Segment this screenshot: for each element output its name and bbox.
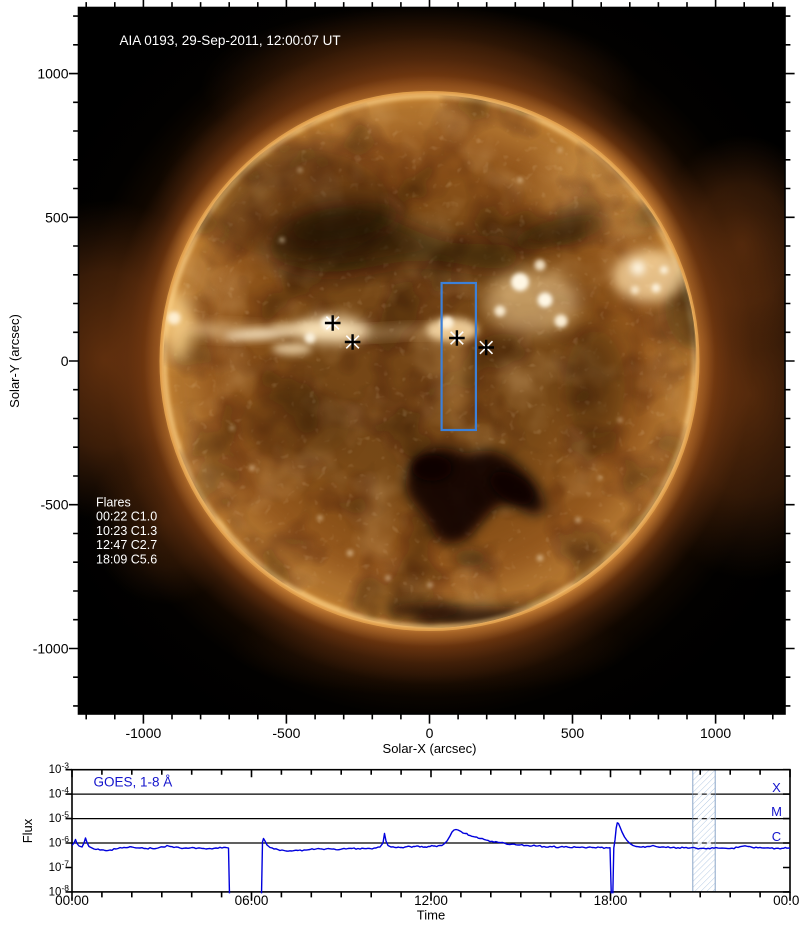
svg-text:-500: -500 [272, 725, 300, 741]
svg-text:0: 0 [61, 353, 69, 369]
svg-text:-1000: -1000 [33, 641, 69, 657]
svg-text:Time: Time [417, 908, 445, 923]
svg-text:-1000: -1000 [125, 725, 161, 741]
svg-text:00:00: 00:00 [55, 893, 89, 908]
svg-text:1000: 1000 [700, 725, 731, 741]
svg-text:00:00: 00:00 [773, 893, 799, 908]
svg-text:12:00: 12:00 [414, 893, 448, 908]
svg-text:Solar-X (arcsec): Solar-X (arcsec) [383, 741, 477, 756]
svg-text:Flares: Flares [96, 495, 131, 509]
svg-text:18:09 C5.6: 18:09 C5.6 [96, 553, 157, 567]
svg-text:500: 500 [45, 209, 69, 225]
svg-text:10:23 C1.3: 10:23 C1.3 [96, 524, 157, 538]
svg-text:1000: 1000 [37, 66, 68, 82]
svg-text:500: 500 [561, 725, 585, 741]
svg-text:12:47 C2.7: 12:47 C2.7 [96, 538, 157, 552]
svg-text:X: X [772, 780, 781, 795]
svg-text:AIA 0193, 29-Sep-2011, 12:00:0: AIA 0193, 29-Sep-2011, 12:00:07 UT [120, 33, 341, 48]
svg-text:00:22 C1.0: 00:22 C1.0 [96, 510, 157, 524]
svg-text:18:00: 18:00 [594, 893, 628, 908]
svg-text:0: 0 [426, 725, 434, 741]
svg-text:C: C [772, 829, 781, 844]
svg-text:M: M [771, 804, 782, 819]
svg-text:Flux: Flux [20, 818, 35, 843]
svg-text:Solar-Y (arcsec): Solar-Y (arcsec) [7, 314, 22, 408]
svg-text:-500: -500 [40, 497, 68, 513]
svg-text:06:00: 06:00 [235, 893, 269, 908]
svg-text:GOES, 1-8 Å: GOES, 1-8 Å [94, 774, 173, 789]
